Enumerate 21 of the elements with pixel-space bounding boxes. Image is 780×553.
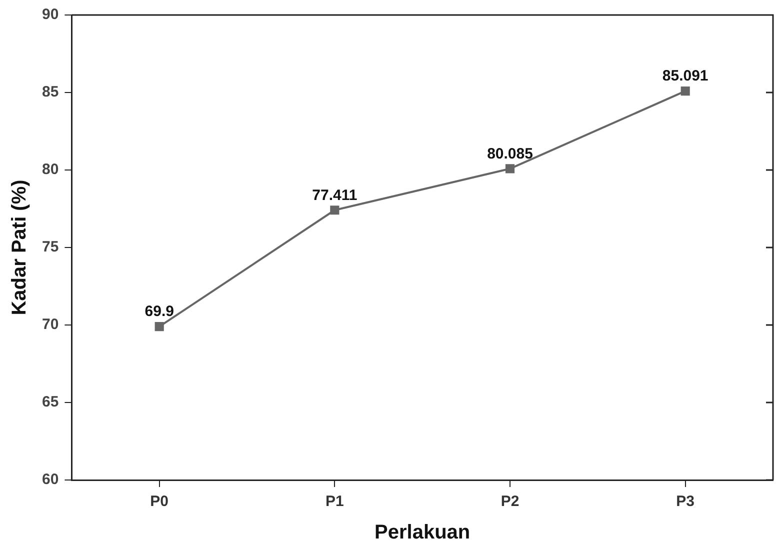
- x-tick-label: P0: [150, 493, 169, 510]
- y-tick-label: 90: [42, 6, 59, 24]
- point: [680, 86, 690, 96]
- y-tick-label: 70: [42, 316, 59, 334]
- x-tick-label: P2: [500, 493, 520, 510]
- y-tick-label: 65: [42, 394, 59, 411]
- y-axis-title: Kadar Pati (%): [8, 180, 31, 316]
- x-tick-label: P3: [676, 493, 695, 510]
- y-tick-label: 60: [42, 471, 59, 488]
- x-axis-title: Perlakuan: [374, 522, 470, 544]
- data-label: 80.085: [487, 145, 533, 162]
- y-tick-label: 75: [42, 238, 59, 256]
- x-tick-label: P1: [326, 493, 344, 510]
- point: [154, 322, 164, 332]
- data-label: 85.091: [662, 68, 708, 85]
- data-label: 69.9: [144, 303, 174, 320]
- point: [330, 206, 340, 215]
- point: [505, 164, 515, 174]
- y-tick-label: 85: [42, 84, 59, 101]
- data-label: 77.411: [312, 186, 358, 204]
- y-tick-label: 80: [42, 161, 59, 178]
